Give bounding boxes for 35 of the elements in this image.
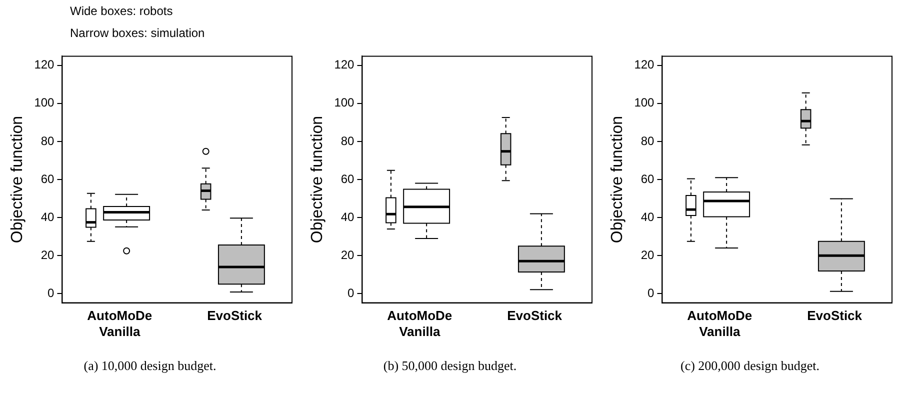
y-axis-title: Objective function xyxy=(309,116,326,244)
y-tick-label: 60 xyxy=(40,172,55,186)
y-axis-title: Objective function xyxy=(9,116,26,244)
text: (a) 10,000 design budget. xyxy=(82,358,218,374)
text: (c) 200,000 design budget. xyxy=(679,358,820,374)
y-tick-label: 100 xyxy=(34,96,55,110)
y-tick-label: 40 xyxy=(340,210,355,224)
y-tick-label: 80 xyxy=(40,134,55,148)
y-tick-label: 60 xyxy=(640,172,655,186)
y-tick-label: 120 xyxy=(634,58,655,72)
y-tick-label: 40 xyxy=(640,210,655,224)
y-tick-label: 20 xyxy=(40,248,55,262)
y-tick-label: 20 xyxy=(640,248,655,262)
y-tick-label: 0 xyxy=(48,286,55,300)
y-tick-label: 40 xyxy=(40,210,55,224)
y-tick-label: 120 xyxy=(334,58,355,72)
text: (b) 50,000 design budget. xyxy=(382,358,518,374)
x-tick-label: EvoStick xyxy=(207,308,263,324)
y-tick-label: 20 xyxy=(340,248,355,262)
y-tick-label: 0 xyxy=(648,286,655,300)
x-tick-label: AutoMoDe Vanilla xyxy=(687,308,752,339)
y-tick-label: 80 xyxy=(340,134,355,148)
x-tick-label: EvoStick xyxy=(507,308,563,324)
x-tick-label: EvoStick xyxy=(807,308,863,324)
text: Narrow boxes: simulation xyxy=(70,25,206,42)
y-tick-label: 100 xyxy=(634,96,655,110)
text: Wide boxes: robots xyxy=(70,3,174,20)
y-tick-label: 0 xyxy=(348,286,355,300)
y-tick-label: 120 xyxy=(34,58,55,72)
y-tick-label: 80 xyxy=(640,134,655,148)
y-tick-label: 100 xyxy=(334,96,355,110)
x-tick-label: AutoMoDe Vanilla xyxy=(87,308,152,339)
y-axis-title: Objective function xyxy=(609,116,626,244)
x-tick-label: AutoMoDe Vanilla xyxy=(387,308,452,339)
y-tick-label: 60 xyxy=(340,172,355,186)
